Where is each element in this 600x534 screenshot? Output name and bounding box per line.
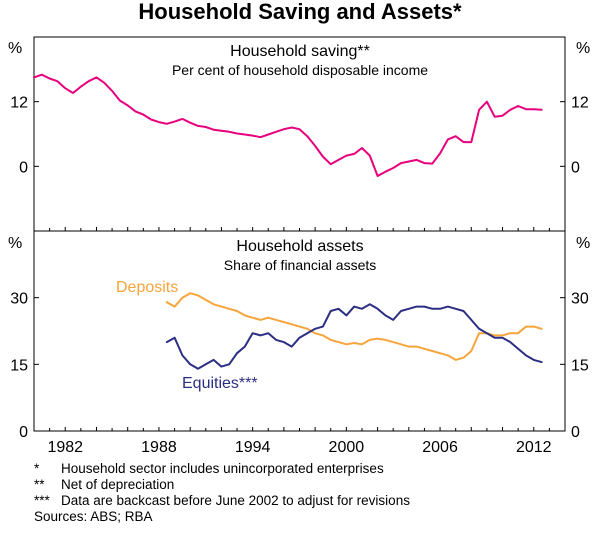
x-tick-label: 2012 (516, 439, 552, 456)
x-tick-label: 1988 (141, 439, 177, 456)
sources: Sources: ABS; RBA (34, 509, 153, 524)
note-mark: ** (34, 477, 45, 492)
y-tick-label-right: 12 (571, 95, 589, 112)
note-row: * Household sector includes unincorporate… (34, 461, 410, 477)
chart-notes: * Household sector includes unincorporate… (34, 461, 410, 525)
y-tick-label-left: 0 (19, 424, 28, 441)
equities-series-label: Equities*** (182, 375, 258, 392)
assets-left-unit: % (8, 235, 22, 252)
saving-right-unit: % (576, 40, 590, 57)
note-row: ** Net of depreciation (34, 477, 410, 493)
y-tick-label-left: 15 (10, 357, 28, 374)
note-text: Net of depreciation (61, 477, 175, 492)
equities-line (165, 303, 543, 370)
assets-panel-subtitle: Share of financial assets (224, 257, 377, 273)
x-tick-label: 2006 (422, 439, 458, 456)
deposits-line (165, 292, 543, 361)
plot-frame (33, 36, 566, 432)
deposits-series-label: Deposits (116, 279, 178, 296)
household-saving-line (33, 73, 543, 177)
y-tick-label-right: 0 (571, 424, 580, 441)
saving-panel-title: Household saving** (230, 43, 370, 60)
note-mark: * (34, 461, 40, 476)
y-tick-label-right: 0 (571, 159, 580, 176)
saving-left-unit: % (8, 40, 22, 57)
y-tick-label-right: 30 (571, 291, 589, 308)
x-tick-label: 1982 (47, 439, 83, 456)
assets-right-unit: % (576, 235, 590, 252)
axis-ticks: 0 0 12 12 0 0 15 15 30 30 1982 1988 1994 2000 2006 2012 (10, 95, 589, 456)
note-text: Data are backcast before June 2002 to ad… (61, 493, 410, 508)
y-tick-label-left: 30 (10, 291, 28, 308)
y-tick-label-right: 15 (571, 357, 589, 374)
saving-panel-subtitle: Per cent of household disposable income (172, 62, 428, 78)
assets-panel-title: Household assets (236, 238, 363, 255)
note-row: *** Data are backcast before June 2002 to… (34, 493, 410, 509)
chart-title: Household Saving and Assets* (138, 0, 462, 24)
series-lines (33, 73, 543, 370)
y-tick-label-left: 0 (19, 159, 28, 176)
y-tick-label-left: 12 (10, 95, 28, 112)
note-text: Household sector includes unincorporated… (61, 461, 384, 476)
x-tick-label: 2000 (329, 439, 365, 456)
x-tick-label: 1994 (235, 439, 271, 456)
note-mark: *** (34, 493, 50, 508)
